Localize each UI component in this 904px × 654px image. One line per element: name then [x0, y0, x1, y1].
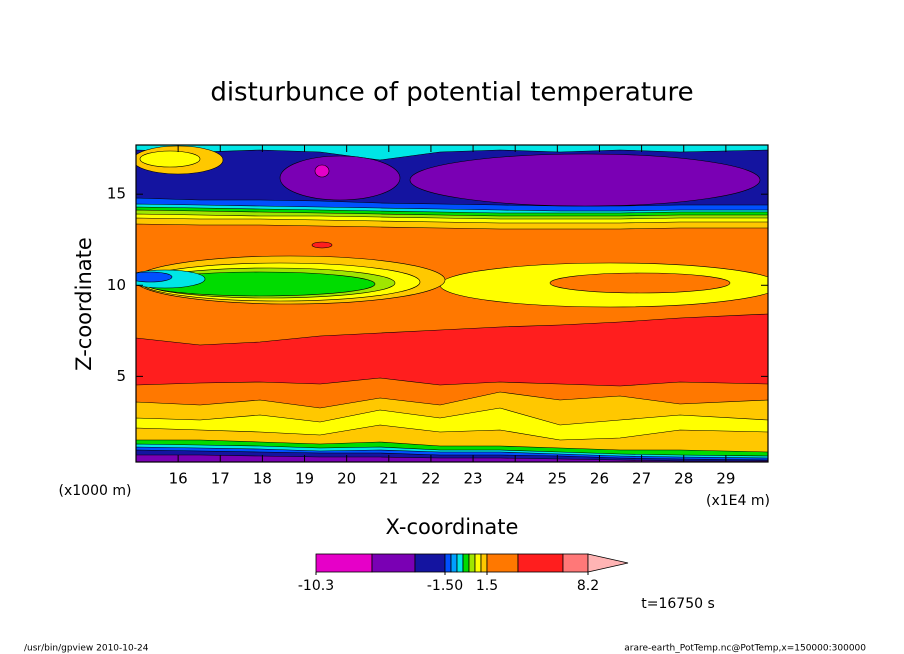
y-axis-label: Z-coordinate — [72, 237, 96, 371]
x-unit: (x1E4 m) — [706, 493, 770, 509]
colorbar-segment — [562, 553, 589, 573]
x-tick-label: 26 — [590, 470, 609, 488]
contour-blob — [549, 272, 731, 294]
contour-blob — [279, 155, 401, 201]
colorbar-label: -1.50 — [427, 578, 463, 594]
colorbar-segment — [462, 553, 470, 573]
colorbar-segment — [371, 553, 416, 573]
colorbar-segment — [480, 553, 488, 573]
contour-band — [136, 454, 768, 462]
colorbar-label: 1.5 — [476, 578, 498, 594]
time-label: t=16750 s — [641, 596, 715, 612]
colorbar-segment — [474, 553, 482, 573]
colorbar-segment — [414, 553, 446, 573]
contour-blob — [409, 153, 761, 207]
footer-left: /usr/bin/gpview 2010-10-24 — [24, 644, 149, 654]
colorbar-segment — [450, 553, 458, 573]
y-tick-label: 10 — [107, 276, 126, 294]
x-tick-label: 28 — [674, 470, 693, 488]
contour-blob — [139, 150, 201, 168]
x-tick-label: 24 — [506, 470, 525, 488]
x-tick-label: 17 — [211, 470, 230, 488]
colorbar: -10.3 -1.50 1.5 8.2 — [298, 553, 629, 594]
colorbar-segment — [315, 553, 373, 573]
contour-field — [136, 145, 768, 462]
contour-blob — [136, 271, 173, 283]
y-tick-label: 15 — [107, 185, 126, 203]
y-unit: (x1000 m) — [59, 483, 132, 499]
x-tick-label: 21 — [379, 470, 398, 488]
x-tick-label: 16 — [169, 470, 188, 488]
x-tick-label: 19 — [295, 470, 314, 488]
x-axis-label: X-coordinate — [386, 515, 519, 539]
colorbar-label: 8.2 — [577, 578, 599, 594]
x-tick-label: 29 — [716, 470, 735, 488]
contour-blob — [311, 241, 333, 249]
x-tick-label: 20 — [337, 470, 356, 488]
y-tick-label: 5 — [116, 367, 126, 385]
x-tick-label: 18 — [253, 470, 272, 488]
x-tick-label: 27 — [632, 470, 651, 488]
footer-right: arare-earth_PotTemp.nc@PotTemp,x=150000:… — [624, 644, 866, 654]
colorbar-segment — [468, 553, 476, 573]
contour-blob — [314, 164, 330, 178]
colorbar-segment — [517, 553, 564, 573]
x-tick-label: 23 — [464, 470, 483, 488]
colorbar-segment — [444, 553, 452, 573]
colorbar-label: -10.3 — [298, 578, 334, 594]
plot-frame — [135, 144, 769, 463]
colorbar-segment — [486, 553, 519, 573]
x-tick-label: 25 — [548, 470, 567, 488]
x-tick-label: 22 — [421, 470, 440, 488]
chart-title: disturbunce of potential temperature — [210, 78, 693, 108]
colorbar-extension — [587, 553, 629, 573]
colorbar-segment — [456, 553, 464, 573]
